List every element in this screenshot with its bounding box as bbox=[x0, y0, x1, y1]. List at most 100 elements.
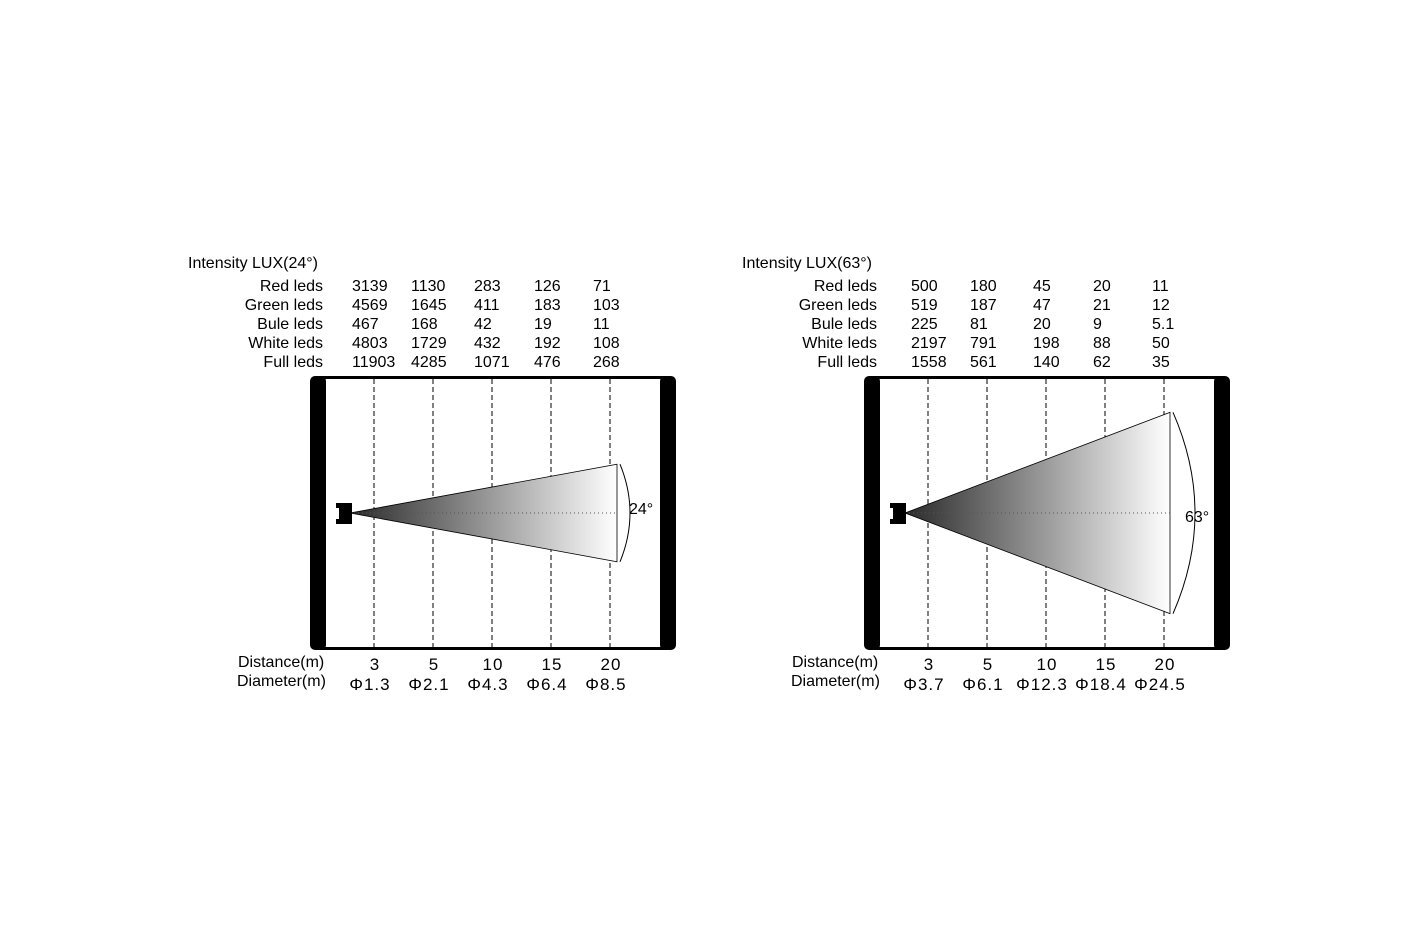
lux-value: 791 bbox=[970, 335, 997, 352]
lux-value: 519 bbox=[911, 297, 938, 314]
diameter-value: Φ12.3 bbox=[1016, 675, 1068, 694]
lux-value: 9 bbox=[1093, 316, 1102, 333]
lux-value: 1558 bbox=[911, 354, 947, 371]
lux-value: 42 bbox=[474, 316, 492, 333]
fixture-icon bbox=[890, 503, 906, 524]
left-wall bbox=[864, 376, 880, 650]
distance-value: 15 bbox=[1096, 655, 1117, 674]
beam-angle-label: 24° bbox=[629, 501, 653, 518]
left-wall bbox=[310, 376, 326, 650]
lux-value: 476 bbox=[534, 354, 561, 371]
diameter-value: Φ18.4 bbox=[1075, 675, 1127, 694]
lux-value: 467 bbox=[352, 316, 379, 333]
lux-value: 35 bbox=[1152, 354, 1170, 371]
lux-value: 411 bbox=[474, 297, 500, 314]
lux-value: 140 bbox=[1033, 354, 1060, 371]
lux-value: 62 bbox=[1093, 354, 1111, 371]
beam-angle-label: 63° bbox=[1185, 509, 1209, 526]
distance-value: 10 bbox=[483, 655, 504, 674]
lux-value: 126 bbox=[534, 278, 561, 295]
panel-title: Intensity LUX(63°) bbox=[742, 255, 872, 272]
lux-value: 21 bbox=[1093, 297, 1111, 314]
distance-value: 20 bbox=[1155, 655, 1176, 674]
lux-value: 45 bbox=[1033, 278, 1051, 295]
panel-title: Intensity LUX(24°) bbox=[188, 255, 318, 272]
lux-value: 1130 bbox=[411, 278, 446, 295]
lux-value: 5.1 bbox=[1152, 316, 1174, 333]
lux-value: 268 bbox=[593, 354, 620, 371]
diameter-label: Diameter(m) bbox=[237, 673, 326, 690]
distance-value: 5 bbox=[429, 655, 439, 674]
row-label: Full leds bbox=[263, 354, 323, 371]
lux-value: 180 bbox=[970, 278, 997, 295]
distance-value: 3 bbox=[924, 655, 934, 674]
distance-value: 3 bbox=[370, 655, 380, 674]
lux-value: 88 bbox=[1093, 335, 1111, 352]
lux-value: 192 bbox=[534, 335, 561, 352]
lux-value: 19 bbox=[534, 316, 552, 333]
lux-value: 2197 bbox=[911, 335, 947, 352]
lux-value: 20 bbox=[1093, 278, 1111, 295]
lux-value: 47 bbox=[1033, 297, 1051, 314]
row-label: Bule leds bbox=[257, 316, 323, 333]
lux-value: 11 bbox=[593, 316, 610, 333]
diameter-value: Φ2.1 bbox=[408, 675, 449, 694]
lux-value: 108 bbox=[593, 335, 620, 352]
diameter-value: Φ24.5 bbox=[1134, 675, 1186, 694]
lux-value: 12 bbox=[1152, 297, 1170, 314]
lux-value: 168 bbox=[411, 316, 438, 333]
lux-value: 187 bbox=[970, 297, 997, 314]
lux-value: 3139 bbox=[352, 278, 388, 295]
lux-value: 432 bbox=[474, 335, 501, 352]
row-label: White leds bbox=[802, 335, 877, 352]
diameter-label: Diameter(m) bbox=[791, 673, 880, 690]
lux-value: 500 bbox=[911, 278, 938, 295]
row-label: Green leds bbox=[245, 297, 323, 314]
lux-value: 11903 bbox=[352, 354, 395, 371]
lux-value: 183 bbox=[534, 297, 561, 314]
lux-value: 4803 bbox=[352, 335, 388, 352]
diameter-value: Φ6.1 bbox=[962, 675, 1003, 694]
lux-value: 71 bbox=[593, 278, 611, 295]
right-wall bbox=[660, 376, 676, 650]
distance-value: 15 bbox=[542, 655, 563, 674]
row-label: White leds bbox=[248, 335, 323, 352]
panel-2: Intensity LUX(63°) Red leds 500 180 45 20 11 Gr… bbox=[742, 255, 1230, 694]
lux-value: 81 bbox=[970, 316, 988, 333]
angle-arc bbox=[1172, 412, 1196, 614]
diameter-value: Φ6.4 bbox=[526, 675, 567, 694]
distance-label: Distance(m) bbox=[238, 654, 324, 671]
diameter-value: Φ1.3 bbox=[349, 675, 390, 694]
row-label: Bule leds bbox=[811, 316, 877, 333]
row-label: Green leds bbox=[799, 297, 877, 314]
lux-value: 4285 bbox=[411, 354, 447, 371]
row-label: Full leds bbox=[817, 354, 877, 371]
row-label: Red leds bbox=[260, 278, 323, 295]
lux-value: 103 bbox=[593, 297, 620, 314]
light-beam bbox=[349, 463, 618, 563]
lux-value: 20 bbox=[1033, 316, 1051, 333]
lux-value: 50 bbox=[1152, 335, 1170, 352]
lux-value: 1645 bbox=[411, 297, 447, 314]
lux-value: 1729 bbox=[411, 335, 447, 352]
diameter-value: Φ4.3 bbox=[467, 675, 508, 694]
panel-1: Intensity LUX(24°) Red leds 3139 1130 283 126… bbox=[188, 255, 676, 694]
lux-value: 225 bbox=[911, 316, 938, 333]
diameter-value: Φ3.7 bbox=[903, 675, 944, 694]
right-wall bbox=[1214, 376, 1230, 650]
lux-value: 4569 bbox=[352, 297, 388, 314]
lux-value: 561 bbox=[970, 354, 997, 371]
distance-value: 10 bbox=[1037, 655, 1058, 674]
row-label: Red leds bbox=[814, 278, 877, 295]
diameter-value: Φ8.5 bbox=[585, 675, 626, 694]
distance-label: Distance(m) bbox=[792, 654, 878, 671]
distance-value: 20 bbox=[601, 655, 622, 674]
lux-value: 198 bbox=[1033, 335, 1060, 352]
fixture-icon bbox=[336, 503, 352, 524]
distance-value: 5 bbox=[983, 655, 993, 674]
lux-value: 11 bbox=[1152, 278, 1169, 295]
lux-value: 283 bbox=[474, 278, 501, 295]
lux-value: 1071 bbox=[474, 354, 510, 371]
angle-arc bbox=[619, 464, 631, 562]
